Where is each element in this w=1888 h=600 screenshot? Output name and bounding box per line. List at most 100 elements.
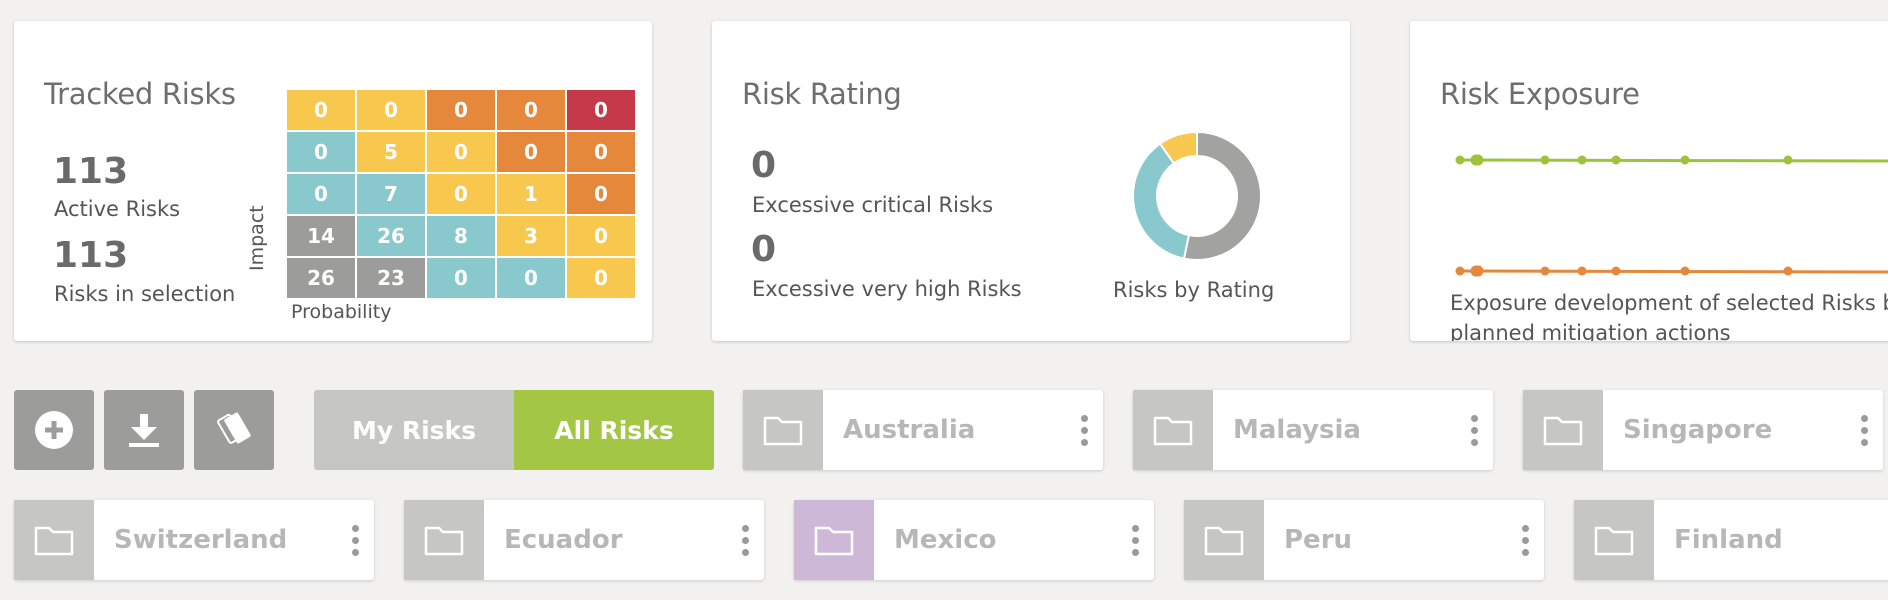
download-button[interactable] bbox=[104, 390, 184, 470]
folder-tile[interactable]: Singapore bbox=[1523, 390, 1883, 470]
matrix-cell[interactable]: 23 bbox=[357, 258, 425, 298]
matrix-cell[interactable]: 0 bbox=[567, 216, 635, 256]
folder-icon bbox=[1574, 500, 1654, 580]
matrix-cell[interactable]: 0 bbox=[287, 90, 355, 130]
tags-button[interactable] bbox=[194, 390, 274, 470]
all-risks-tab[interactable]: All Risks bbox=[514, 390, 714, 470]
matrix-cell[interactable]: 0 bbox=[497, 132, 565, 172]
matrix-cell[interactable]: 0 bbox=[287, 174, 355, 214]
folder-icon bbox=[794, 500, 874, 580]
exposure-line-green-point bbox=[1611, 155, 1621, 165]
impact-axis-label: Impact bbox=[246, 205, 268, 271]
tracked-risks-card: Tracked Risks 113 Active Risks 113 Risks… bbox=[14, 21, 652, 341]
risk-exposure-title: Risk Exposure bbox=[1440, 77, 1640, 111]
veryhigh-risks-label: Excessive very high Risks bbox=[752, 277, 1022, 301]
probability-axis-label: Probability bbox=[291, 301, 392, 323]
matrix-cell[interactable]: 8 bbox=[427, 216, 495, 256]
matrix-cell[interactable]: 0 bbox=[427, 258, 495, 298]
more-options-icon[interactable] bbox=[340, 524, 370, 556]
exposure-line-orange-point bbox=[1472, 265, 1484, 277]
matrix-cell[interactable]: 0 bbox=[287, 132, 355, 172]
matrix-cell[interactable]: 5 bbox=[357, 132, 425, 172]
selection-risks-count: 113 bbox=[53, 235, 129, 276]
more-options-icon[interactable] bbox=[1120, 524, 1150, 556]
matrix-cell[interactable]: 3 bbox=[497, 216, 565, 256]
tracked-risks-title: Tracked Risks bbox=[44, 77, 236, 111]
folder-tile[interactable]: Mexico bbox=[794, 500, 1154, 580]
active-risks-label: Active Risks bbox=[54, 197, 181, 221]
donut-segment-low bbox=[1182, 130, 1262, 261]
critical-risks-count: 0 bbox=[751, 145, 777, 186]
folder-name: Malaysia bbox=[1233, 415, 1361, 445]
matrix-cell[interactable]: 0 bbox=[427, 174, 495, 214]
folder-icon bbox=[743, 390, 823, 470]
active-risks-count: 113 bbox=[53, 151, 129, 192]
exposure-caption-line2: planned mitigation actions bbox=[1450, 321, 1731, 341]
more-options-icon[interactable] bbox=[730, 524, 760, 556]
exposure-caption-line1: Exposure development of selected Risks b… bbox=[1450, 291, 1888, 315]
folder-name: Australia bbox=[843, 415, 976, 445]
matrix-cell[interactable]: 0 bbox=[567, 174, 635, 214]
folder-name: Singapore bbox=[1623, 415, 1773, 445]
folder-tile[interactable]: Peru bbox=[1184, 500, 1544, 580]
tags-icon bbox=[217, 412, 251, 444]
exposure-line-green-point bbox=[1455, 155, 1465, 165]
donut-segment-high bbox=[1158, 130, 1198, 165]
exposure-line-green-point bbox=[1680, 155, 1690, 165]
my-risks-tab[interactable]: My Risks bbox=[314, 390, 514, 470]
more-options-icon[interactable] bbox=[1069, 414, 1099, 446]
folder-icon bbox=[404, 500, 484, 580]
risk-rating-card: Risk Rating 0 Excessive critical Risks 0… bbox=[712, 21, 1350, 341]
folder-icon bbox=[14, 500, 94, 580]
more-options-icon[interactable] bbox=[1849, 414, 1879, 446]
risk-exposure-card: Risk Exposure Exposure development of se… bbox=[1410, 21, 1888, 341]
matrix-cell[interactable]: 26 bbox=[357, 216, 425, 256]
matrix-cell[interactable]: 0 bbox=[567, 90, 635, 130]
matrix-cell[interactable]: 0 bbox=[497, 90, 565, 130]
plus-circle-icon bbox=[35, 411, 73, 449]
download-icon bbox=[129, 414, 159, 447]
exposure-line-orange-point bbox=[1455, 266, 1465, 276]
exposure-line-orange-point bbox=[1783, 266, 1793, 276]
risk-scope-toggle[interactable]: My Risks All Risks bbox=[314, 390, 714, 470]
matrix-cell[interactable]: 0 bbox=[567, 132, 635, 172]
exposure-line-orange bbox=[1459, 269, 1888, 274]
more-options-icon[interactable] bbox=[1510, 524, 1540, 556]
folder-name: Finland bbox=[1674, 525, 1783, 555]
donut-label: Risks by Rating bbox=[1113, 278, 1275, 302]
matrix-cell[interactable]: 7 bbox=[357, 174, 425, 214]
folder-tile[interactable]: Switzerland bbox=[14, 500, 374, 580]
exposure-line-orange-point bbox=[1680, 266, 1690, 276]
matrix-cell[interactable]: 0 bbox=[427, 132, 495, 172]
folder-name: Ecuador bbox=[504, 525, 623, 555]
folder-tile[interactable]: Finland bbox=[1574, 500, 1888, 580]
matrix-cell[interactable]: 1 bbox=[497, 174, 565, 214]
folder-name: Switzerland bbox=[114, 525, 288, 555]
exposure-line-orange-point bbox=[1540, 266, 1550, 276]
folder-tile[interactable]: Ecuador bbox=[404, 500, 764, 580]
exposure-line-orange-point bbox=[1577, 266, 1587, 276]
more-options-icon[interactable] bbox=[1459, 414, 1489, 446]
exposure-line-green-point bbox=[1472, 154, 1484, 166]
exposure-line-green-point bbox=[1540, 155, 1550, 165]
folder-name: Peru bbox=[1284, 525, 1353, 555]
matrix-cell[interactable]: 0 bbox=[357, 90, 425, 130]
donut-segment-medium bbox=[1132, 142, 1191, 260]
folder-icon bbox=[1133, 390, 1213, 470]
matrix-cell[interactable]: 14 bbox=[287, 216, 355, 256]
folder-icon bbox=[1184, 500, 1264, 580]
matrix-cell[interactable]: 0 bbox=[497, 258, 565, 298]
folder-tile[interactable]: Malaysia bbox=[1133, 390, 1493, 470]
matrix-cell[interactable]: 0 bbox=[567, 258, 635, 298]
exposure-line-green-point bbox=[1783, 155, 1793, 165]
matrix-cell[interactable]: 0 bbox=[427, 90, 495, 130]
folder-name: Mexico bbox=[894, 525, 997, 555]
matrix-cell[interactable]: 26 bbox=[287, 258, 355, 298]
exposure-chart bbox=[1455, 154, 1888, 277]
folder-tile[interactable]: Australia bbox=[743, 390, 1103, 470]
add-risk-button[interactable] bbox=[14, 390, 94, 470]
exposure-line-orange-point bbox=[1611, 266, 1621, 276]
risks-by-rating-donut bbox=[1132, 130, 1262, 261]
selection-risks-label: Risks in selection bbox=[54, 282, 236, 306]
risk-matrix: 0 0 0 0 0 0 5 0 0 0 0 7 0 1 0 14 26 8 3 0 26 23 0 0 0 bbox=[287, 90, 635, 298]
